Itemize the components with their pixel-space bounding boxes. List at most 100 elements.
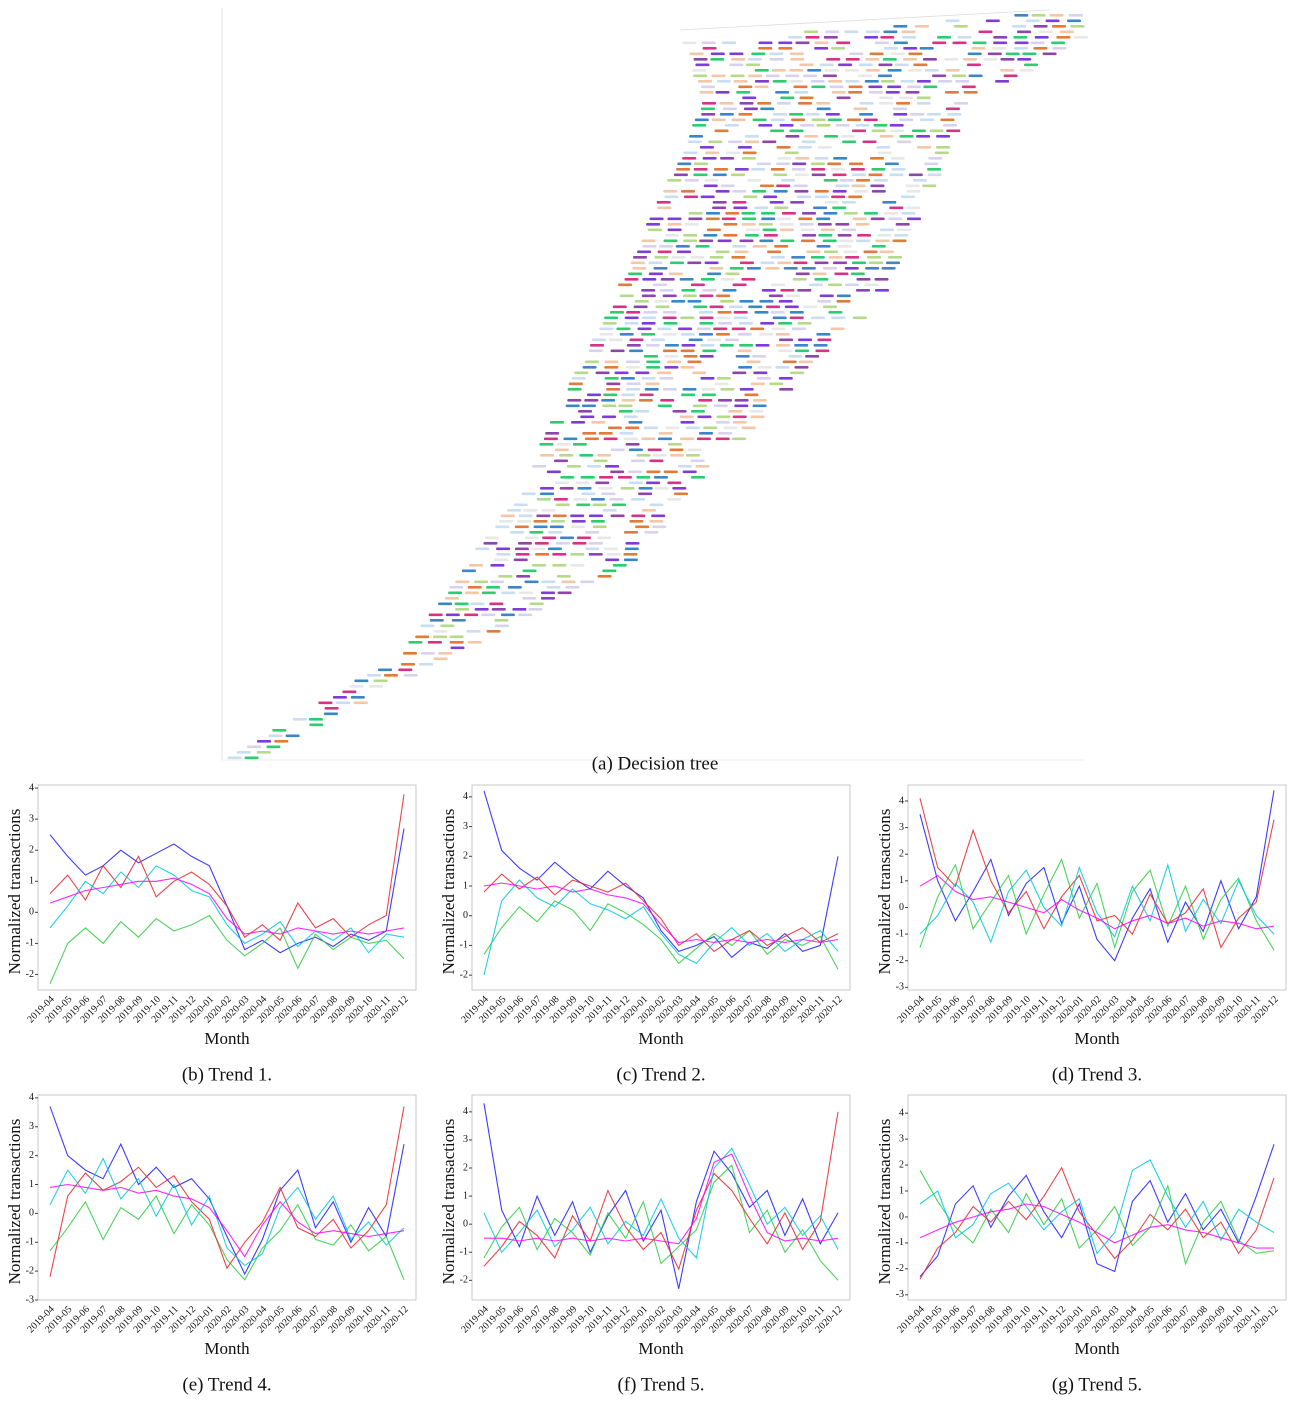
tree-node: [680, 316, 695, 320]
tree-node: [731, 327, 746, 331]
tree-node: [944, 58, 959, 61]
tree-node: [702, 102, 716, 105]
tree-node: [584, 360, 599, 364]
tree-node: [770, 311, 785, 314]
tree-node: [871, 129, 886, 133]
tree-node: [910, 113, 925, 116]
tree-node: [852, 129, 866, 133]
tree-node: [752, 355, 767, 358]
tree-node: [651, 514, 666, 518]
tree-node: [718, 322, 733, 325]
tree-node: [804, 135, 819, 138]
tree-node: [676, 168, 691, 171]
tree-node: [771, 283, 785, 287]
tree-node: [720, 278, 735, 281]
tree-node: [612, 305, 627, 309]
tree-node: [706, 228, 721, 232]
tree-node: [811, 173, 826, 177]
plot-area: [471, 784, 851, 991]
tree-node: [850, 168, 865, 171]
tree-node: [581, 492, 596, 496]
tree-node: [770, 256, 785, 259]
tree-node: [1068, 14, 1083, 17]
tree-node: [760, 184, 774, 188]
tree-node: [691, 476, 705, 479]
tree-node: [695, 63, 710, 67]
tree-node: [757, 102, 772, 105]
tree-node: [814, 190, 829, 193]
tree-node: [646, 360, 661, 364]
tree-node: [785, 294, 800, 298]
tree-node: [694, 162, 708, 166]
y-tick-label: 0: [463, 1218, 468, 1229]
tree-node: [789, 69, 804, 72]
tree-node: [429, 619, 444, 622]
y-tick-label: 1: [29, 876, 34, 887]
tree-node: [811, 168, 826, 171]
tree-node: [664, 344, 679, 347]
tree-node: [794, 366, 809, 369]
tree-node: [946, 129, 961, 133]
tree-node: [624, 531, 638, 534]
tree-node: [638, 487, 653, 490]
tree-node: [831, 91, 846, 94]
tree-node: [667, 228, 682, 232]
tree-node: [716, 415, 731, 419]
tree-node: [703, 234, 718, 237]
tree-node: [513, 558, 528, 562]
tree-node: [785, 135, 800, 138]
series-line: [919, 1144, 1275, 1277]
tree-node: [662, 349, 677, 353]
tree-node: [857, 234, 872, 237]
tree-node: [703, 426, 718, 430]
tree-node: [682, 294, 697, 298]
y-axis-label: Normalized transactions: [875, 1119, 894, 1285]
tree-node: [776, 102, 791, 105]
tree-node: [852, 316, 867, 320]
tree-node: [667, 443, 682, 446]
tree-node: [869, 52, 884, 56]
tree-node: [715, 421, 730, 424]
tree-node: [1070, 25, 1085, 28]
tree-node: [592, 525, 607, 529]
series-line: [483, 879, 839, 976]
tree-node: [641, 322, 656, 325]
tree-node: [486, 586, 501, 589]
tree-node: [856, 289, 870, 292]
tree-node: [731, 118, 746, 122]
tree-node: [555, 542, 570, 545]
tree-node: [672, 487, 687, 490]
tree-node: [772, 113, 787, 116]
tree-node: [716, 333, 730, 336]
tree-node: [532, 465, 547, 468]
tree-node: [763, 234, 778, 237]
tree-node: [620, 377, 635, 380]
tree-node: [721, 217, 736, 221]
tree-node: [795, 157, 810, 160]
tree-node: [704, 179, 719, 182]
tree-node: [665, 234, 680, 237]
tree-node: [789, 129, 804, 133]
tree-node: [481, 591, 496, 595]
tree-node: [713, 404, 728, 408]
tree-node: [705, 217, 720, 221]
tree-node: [585, 547, 600, 551]
tree-node: [698, 80, 712, 83]
tree-node: [798, 217, 813, 221]
tree-node: [715, 190, 730, 193]
tree-node: [510, 531, 525, 534]
tree-node: [903, 47, 918, 50]
tree-node: [285, 734, 300, 738]
y-axis-label: Normalized transactions: [5, 1119, 24, 1285]
tree-node: [963, 91, 978, 94]
tree-node: [664, 195, 679, 199]
tree-node: [878, 74, 892, 78]
tree-node: [761, 212, 775, 215]
tree-node: [662, 388, 677, 391]
tree-node: [694, 118, 709, 122]
tree-node: [917, 146, 931, 149]
tree-node: [682, 41, 697, 45]
tree-node: [752, 404, 767, 408]
tree-node: [741, 278, 756, 281]
tree-node: [647, 448, 662, 452]
